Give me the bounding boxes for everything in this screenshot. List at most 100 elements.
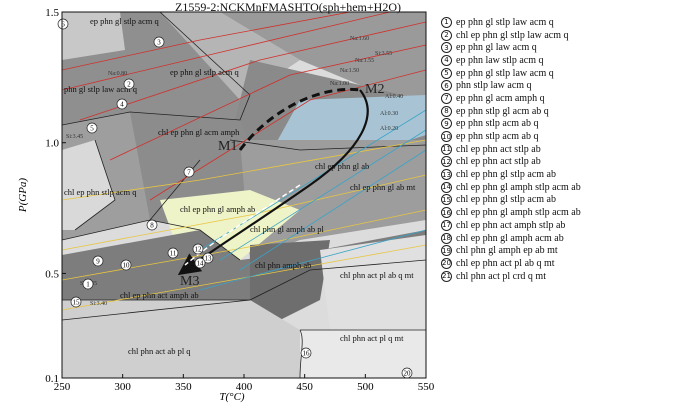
retrograde-path: [177, 89, 369, 276]
svg-text:5: 5: [90, 125, 94, 133]
marker-m3: M3: [180, 274, 199, 289]
legend-text: chl ep phn act stlp ab: [456, 156, 541, 168]
marker-m2: M2: [365, 82, 384, 97]
x-axis-label: T(°C): [219, 391, 245, 403]
field-upperleft-light: [62, 12, 125, 60]
legend-item: 4 ep phn law stlp acm q: [441, 54, 697, 67]
iso-label: Na:0.80: [108, 71, 127, 77]
legend-item: 5 ep phn gl stlp law acm q: [441, 67, 697, 80]
legend-item: 21 chl phn act pl crd q mt: [441, 270, 697, 283]
field-act-pl-ab-q-mt: [320, 235, 426, 330]
legend-number: 5: [441, 67, 452, 79]
field-label: chl phn act pl q mt: [340, 333, 404, 343]
y-tick-label: 1.5: [45, 7, 59, 19]
svg-text:16: 16: [303, 350, 311, 358]
legend-number: 12: [441, 156, 452, 168]
y-tick-label: 0.5: [45, 268, 59, 280]
pt-path: [177, 87, 369, 276]
isopleth-na-red: [109, 44, 426, 161]
phase-fields: [62, 12, 426, 378]
field-label: ep phn gl stlp acm q: [170, 67, 239, 77]
field-act-ab-pl-q: [62, 300, 300, 378]
circled-number: 1: [82, 278, 94, 290]
legend-number: 2: [441, 29, 452, 41]
y-tick-group: 1.5 1.0 0.5 0.1: [45, 7, 66, 385]
legend-number: 18: [441, 232, 452, 244]
x-tick-label: 500: [357, 381, 374, 393]
field-label: chl phn act ab pl q: [128, 346, 191, 356]
circled-number: 7: [183, 166, 195, 178]
iso-label: Na:1.60: [350, 36, 369, 42]
circled-number: 8: [146, 219, 158, 231]
field-label: chl ep phn gl acm amph: [158, 127, 240, 137]
circled-number: 20: [401, 367, 413, 379]
legend-item: 14 chl ep phn gl amph stlp acm ab: [441, 181, 697, 194]
legend-item: 11 chl ep phn act stlp ab: [441, 143, 697, 156]
prograde-path: [238, 87, 361, 151]
field-gl-ab-mt: [240, 140, 426, 260]
field-label: chl ep phn gl ab mt: [350, 182, 416, 192]
legend-item: 13 chl ep phn gl stlp acm ab: [441, 168, 697, 181]
legend-item: 6 phn stlp law acm q: [441, 79, 697, 92]
circled-number: 2: [123, 78, 135, 90]
circled-number: 15: [70, 296, 82, 308]
legend-text: chl phn gl amph ep ab mt: [456, 245, 558, 257]
legend-item: 7 ep phn gl acm amph q: [441, 92, 697, 105]
legend-text: ep phn gl acm amph q: [456, 92, 545, 104]
circled-number: 6: [57, 18, 69, 30]
circled-number: 10: [120, 259, 132, 271]
legend-number: 21: [441, 270, 452, 282]
legend-number: 16: [441, 207, 452, 219]
field-label: chl phn gl amph ab pl: [250, 224, 325, 234]
legend-text: ep phn gl stlp law acm q: [456, 67, 554, 79]
y-tick-label: 1.0: [45, 138, 59, 150]
svg-text:7: 7: [187, 169, 191, 177]
legend-number: 13: [441, 169, 452, 181]
legend-number: 6: [441, 80, 452, 92]
legend-number: 17: [441, 219, 452, 231]
field-label: chl ep phn stlp acm q: [64, 187, 137, 197]
marker-m1: M1: [218, 139, 237, 154]
svg-text:15: 15: [73, 299, 81, 307]
iso-label: Si:3.55: [375, 51, 392, 57]
x-tick-label: 550: [418, 381, 435, 393]
legend-item: 16 chl ep phn gl amph stlp acm ab: [441, 206, 697, 219]
legend-number: 15: [441, 194, 452, 206]
iso-label: Na:1.00: [330, 81, 349, 87]
legend-text: chl ep phn gl amph stlp acm ab: [456, 181, 581, 193]
legend-number: 1: [441, 16, 452, 28]
isopleth-si-yellow: [62, 139, 426, 201]
retrograde-path-dash: [184, 184, 301, 266]
circled-number: 4: [116, 98, 128, 110]
legend-text: chl ep phn act pl ab q mt: [456, 257, 555, 269]
legend-text: chl ep phn gl stlp acm ab: [456, 194, 556, 206]
y-axis-label: P(GPa): [17, 178, 29, 214]
isopleth-na-red: [62, 12, 351, 71]
legend-item: 15 chl ep phn gl stlp acm ab: [441, 194, 697, 207]
legend-item: 17 chl ep phn act amph stlp ab: [441, 219, 697, 232]
svg-text:2: 2: [127, 81, 131, 89]
iso-label: Na:1.55: [355, 58, 374, 64]
legend-text: chl ep phn act stlp ab: [456, 143, 541, 155]
isopleth-al-blue: [219, 129, 426, 261]
legend-item: 9 ep phn stlp acm ab q: [441, 118, 697, 131]
legend-number: 9: [441, 118, 452, 130]
x-tick-label: 350: [175, 381, 192, 393]
isopleths: [62, 12, 426, 311]
iso-label: Si:3.45: [66, 134, 83, 140]
field-pl-q-mt: [300, 330, 426, 378]
legend-item: 20 chl ep phn act pl ab q mt: [441, 257, 697, 270]
legend-text: chl ep phn gl stlp acm ab: [456, 169, 556, 181]
legend-number: 4: [441, 54, 452, 66]
svg-text:14: 14: [197, 260, 205, 268]
legend-text: ep phn stlp acm ab q: [456, 118, 539, 130]
legend-item: 10 ep phn stlp acm ab q: [441, 130, 697, 143]
legend-item: 3 ep phn gl law acm q: [441, 41, 697, 54]
legend-number: 20: [441, 257, 452, 269]
isopleth-na-red: [62, 12, 391, 91]
field-label: chl ep phn gl amph ab: [180, 204, 255, 214]
iso-label: Al:0.20: [380, 126, 398, 132]
svg-text:3: 3: [157, 39, 161, 47]
boundary-line: [159, 12, 251, 96]
